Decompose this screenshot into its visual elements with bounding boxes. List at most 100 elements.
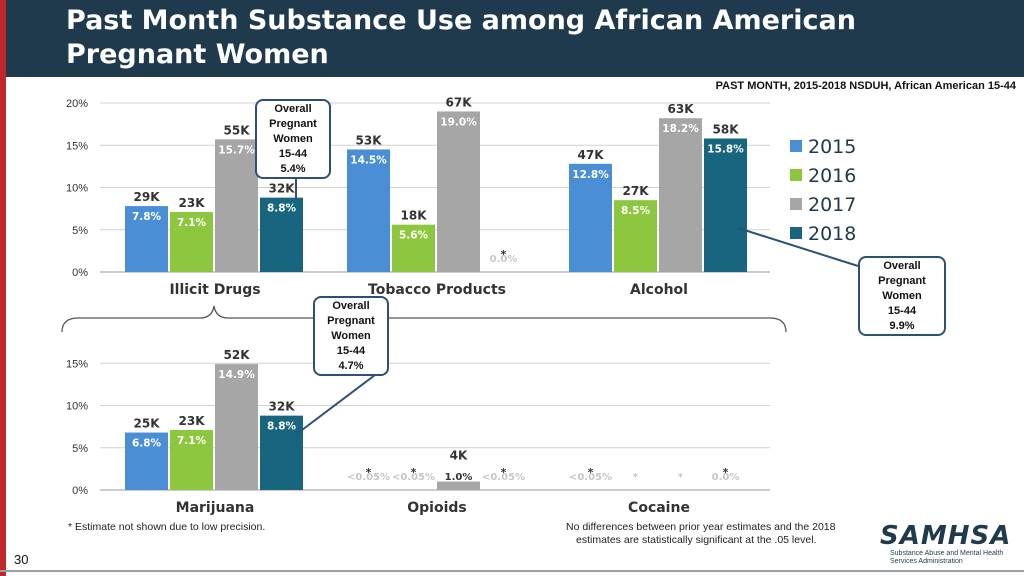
callout-line: Women xyxy=(331,330,371,342)
bar-count-label: 55K xyxy=(224,123,251,137)
category-label: Tobacco Products xyxy=(368,282,506,298)
note-line-2: estimates are statistically significant … xyxy=(576,534,817,546)
bar-count-label: 4K xyxy=(450,449,468,463)
bar-count-label: 23K xyxy=(179,414,206,428)
bar-value-label: 12.8% xyxy=(572,169,609,181)
bar-count-label: * xyxy=(366,466,372,479)
callout-line: 4.7% xyxy=(338,360,364,372)
bar-value-label: 19.0% xyxy=(440,116,477,128)
bar-value-label: <0.05% xyxy=(482,472,525,483)
callout-line: Overall xyxy=(883,260,921,272)
y-tick-label: 10% xyxy=(66,401,88,413)
bottom-divider xyxy=(0,570,1024,572)
legend-swatch xyxy=(790,198,802,210)
chart-subtitle: PAST MONTH, 2015-2018 NSDUH, African Ame… xyxy=(715,80,1016,92)
bar-count-label: * xyxy=(588,466,594,479)
footnote: * Estimate not shown due to low precisio… xyxy=(68,521,266,533)
bar-value-label: 0.0% xyxy=(490,254,518,265)
bar-value-label: 0.0% xyxy=(712,472,740,483)
legend-label: 2016 xyxy=(808,165,856,187)
bar-value-label: <0.05% xyxy=(347,472,390,483)
callout-line: Pregnant xyxy=(269,118,317,130)
bar-value-label: 5.6% xyxy=(399,230,429,242)
bar-value-label: 15.8% xyxy=(707,143,744,155)
y-tick-label: 0% xyxy=(72,485,88,497)
bar xyxy=(569,163,612,272)
bar xyxy=(437,111,480,272)
y-tick-label: 20% xyxy=(66,98,88,110)
bar-count-label: 29K xyxy=(134,190,161,204)
callout-line: 15-44 xyxy=(336,345,366,357)
y-tick-label: 0% xyxy=(72,267,88,279)
bar-count-label: 67K xyxy=(446,95,473,109)
y-tick-label: 5% xyxy=(72,225,88,237)
bar-value-label: 8.8% xyxy=(267,203,297,215)
bar-value-label: 18.2% xyxy=(662,123,699,135)
legend-label: 2018 xyxy=(808,223,856,245)
bar xyxy=(347,149,390,272)
legend-label: 2017 xyxy=(808,194,856,216)
samhsa-logo: SAMHSA Substance Abuse and Mental Health… xyxy=(880,522,1020,566)
bar xyxy=(659,118,702,273)
bar-value-label: * xyxy=(633,472,639,483)
bar-count-label: 32K xyxy=(269,400,296,414)
bar-count-label: 58K xyxy=(713,122,740,136)
callout-illicit-overall: Overall Pregnant Women 15-44 5.4% xyxy=(255,99,331,179)
callout-marijuana-connector xyxy=(297,374,376,434)
bar-count-label: 18K xyxy=(401,209,428,223)
bar xyxy=(437,481,480,490)
y-tick-label: 5% xyxy=(72,443,88,455)
bar-count-label: 23K xyxy=(179,196,206,210)
callout-line: 15-44 xyxy=(887,305,917,317)
callout-line: Women xyxy=(273,133,313,145)
callout-line: 5.4% xyxy=(280,163,306,175)
bar-value-label: 7.8% xyxy=(132,211,162,223)
callout-line: Women xyxy=(882,290,922,302)
callout-line: 9.9% xyxy=(889,320,915,332)
bar-value-label: 7.1% xyxy=(177,435,207,447)
bar-count-label: 53K xyxy=(356,133,383,147)
page-number: 30 xyxy=(14,552,29,567)
bar-count-label: * xyxy=(501,466,507,479)
bar-count-label: * xyxy=(501,248,507,261)
callout-alcohol-connector xyxy=(737,227,859,267)
bar-value-label: 1.0% xyxy=(445,472,473,483)
category-label: Illicit Drugs xyxy=(169,282,260,298)
callout-line: Overall xyxy=(332,300,370,312)
bar xyxy=(704,138,747,272)
note-line-1: No differences between prior year estima… xyxy=(566,521,836,533)
bar-value-label: 8.8% xyxy=(267,421,297,433)
bar-value-label: 8.5% xyxy=(621,205,651,217)
bar-count-label: * xyxy=(723,466,729,479)
bar xyxy=(170,212,213,272)
header: Past Month Substance Use among African A… xyxy=(6,0,1024,77)
bar-count-label: 52K xyxy=(224,348,251,362)
bar-value-label: <0.05% xyxy=(392,472,435,483)
bar-value-label: 6.8% xyxy=(132,438,162,450)
bar-count-label: 63K xyxy=(668,102,695,116)
category-label: Marijuana xyxy=(176,500,255,516)
bar-value-label: 7.1% xyxy=(177,217,207,229)
category-label: Cocaine xyxy=(628,500,690,516)
panel-brace xyxy=(61,305,787,333)
bar-value-label: 15.7% xyxy=(218,144,255,156)
y-tick-label: 15% xyxy=(66,358,88,370)
category-label: Alcohol xyxy=(630,282,688,298)
callout-alcohol-overall: Overall Pregnant Women 15-44 9.9% xyxy=(858,256,946,336)
bar xyxy=(125,206,168,272)
callout-line: Pregnant xyxy=(327,315,375,327)
legend-swatch xyxy=(790,140,802,152)
callout-line: Overall xyxy=(274,103,312,115)
legend-label: 2015 xyxy=(808,136,856,158)
bar xyxy=(215,364,258,490)
callout-line: 15-44 xyxy=(278,148,308,160)
bar-value-label: 14.9% xyxy=(218,369,255,381)
bar xyxy=(260,415,303,490)
bar-value-label: * xyxy=(678,472,684,483)
significance-note: No differences between prior year estima… xyxy=(566,521,866,547)
y-tick-label: 10% xyxy=(66,183,88,195)
legend-swatch xyxy=(790,169,802,181)
callout-line: Pregnant xyxy=(878,275,926,287)
callout-marijuana-overall: Overall Pregnant Women 15-44 4.7% xyxy=(313,296,389,376)
